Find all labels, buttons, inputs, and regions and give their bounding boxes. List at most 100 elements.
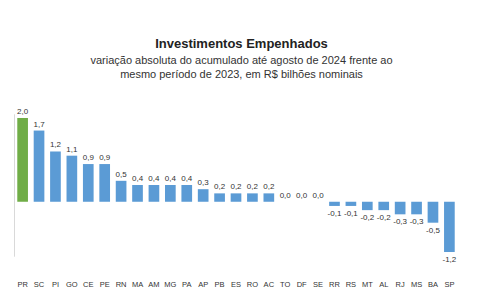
bar bbox=[67, 156, 78, 202]
data-label: 0,4 bbox=[132, 174, 144, 183]
data-label: 0,4 bbox=[165, 174, 177, 183]
x-tick: SC bbox=[34, 278, 45, 289]
bar bbox=[34, 131, 45, 202]
x-tick-label: RN bbox=[116, 280, 127, 289]
x-tick: RO bbox=[247, 278, 258, 289]
x-tick-label: AM bbox=[148, 280, 159, 289]
x-tick-label: SC bbox=[34, 280, 45, 289]
bar bbox=[296, 201, 307, 202]
data-label: 0,0 bbox=[313, 191, 325, 200]
x-tick: SP bbox=[444, 278, 454, 289]
data-label: 0,4 bbox=[148, 174, 160, 183]
data-label: -0,2 bbox=[360, 213, 374, 222]
x-tick: AP bbox=[198, 278, 208, 289]
data-label: -0,3 bbox=[410, 217, 424, 226]
bar bbox=[395, 202, 406, 215]
bar bbox=[411, 202, 422, 215]
x-tick: RN bbox=[116, 278, 127, 289]
data-label: 0,9 bbox=[83, 153, 95, 162]
data-label: -0,5 bbox=[426, 226, 440, 235]
data-label: 0,2 bbox=[263, 182, 275, 191]
bar bbox=[329, 202, 340, 206]
x-tick-label: PE bbox=[100, 280, 110, 289]
x-tick-label: SE bbox=[313, 280, 323, 289]
y-axis-line bbox=[14, 114, 15, 256]
x-tick: RR bbox=[329, 278, 340, 289]
x-tick-label: AC bbox=[264, 280, 275, 289]
bar bbox=[313, 201, 324, 202]
x-tick-label: MG bbox=[164, 280, 176, 289]
x-tick: MA bbox=[132, 278, 143, 289]
data-label: 0,9 bbox=[99, 153, 111, 162]
x-tick-label: DF bbox=[297, 280, 307, 289]
x-tick-label: RR bbox=[329, 280, 340, 289]
data-label: 2,0 bbox=[17, 107, 29, 116]
x-tick: SE bbox=[313, 278, 323, 289]
bar bbox=[198, 189, 209, 202]
x-tick: PE bbox=[100, 278, 110, 289]
x-tick: CE bbox=[83, 278, 93, 289]
bar bbox=[444, 202, 455, 252]
data-label: 1,1 bbox=[66, 145, 78, 154]
x-tick: AC bbox=[264, 278, 275, 289]
x-tick-label: RO bbox=[247, 280, 258, 289]
x-tick: MT bbox=[362, 278, 373, 289]
data-label: -0,1 bbox=[344, 209, 358, 218]
y-axis bbox=[14, 114, 15, 256]
x-tick: GO bbox=[66, 278, 78, 289]
x-tick: PR bbox=[17, 278, 28, 289]
x-tick-label: ES bbox=[231, 280, 241, 289]
x-tick: BA bbox=[428, 278, 438, 289]
bar bbox=[346, 202, 357, 206]
bar bbox=[99, 164, 110, 202]
bar bbox=[378, 202, 389, 210]
bar bbox=[428, 202, 439, 223]
x-tick-label: RJ bbox=[396, 280, 405, 289]
x-tick: PA bbox=[182, 278, 191, 289]
bar bbox=[165, 185, 176, 202]
x-tick-label: SP bbox=[444, 280, 454, 289]
bar bbox=[247, 193, 258, 201]
subtitle: mesmo período de 2023, em R$ bilhões nom… bbox=[120, 68, 363, 80]
x-tick: MG bbox=[164, 278, 176, 289]
x-tick-label: PI bbox=[52, 280, 59, 289]
data-label: 0,2 bbox=[247, 182, 259, 191]
x-tick-label: MA bbox=[132, 280, 143, 289]
x-tick: RJ bbox=[396, 278, 405, 289]
data-label: -0,3 bbox=[393, 217, 407, 226]
data-label: 0,3 bbox=[198, 178, 210, 187]
bars bbox=[17, 118, 454, 252]
chart: Investimentos Empenhadosvariação absolut… bbox=[0, 0, 499, 300]
data-label: 0,0 bbox=[280, 191, 292, 200]
x-tick-label: GO bbox=[66, 280, 78, 289]
bar bbox=[362, 202, 373, 210]
bar bbox=[263, 193, 274, 201]
bar bbox=[116, 181, 127, 202]
x-tick: AM bbox=[148, 278, 159, 289]
data-label: -0,2 bbox=[377, 213, 391, 222]
data-label: 0,5 bbox=[116, 170, 128, 179]
x-tick-label: PA bbox=[182, 280, 191, 289]
x-tick-label: RS bbox=[346, 280, 356, 289]
data-label: -0,1 bbox=[328, 209, 342, 218]
x-tick: AL bbox=[379, 278, 388, 289]
x-tick: RS bbox=[346, 278, 356, 289]
title: Investimentos Empenhados bbox=[155, 36, 328, 51]
bar bbox=[132, 185, 143, 202]
data-label: 1,7 bbox=[33, 120, 45, 129]
x-tick: DF bbox=[297, 278, 307, 289]
x-tick: PI bbox=[52, 278, 59, 289]
bar bbox=[214, 193, 225, 201]
x-tick: ES bbox=[231, 278, 241, 289]
data-label: 0,4 bbox=[181, 174, 193, 183]
x-tick-label: MT bbox=[362, 280, 373, 289]
bar bbox=[83, 164, 94, 202]
x-tick: PB bbox=[215, 278, 225, 289]
x-tick-label: PR bbox=[17, 280, 28, 289]
x-tick-label: BA bbox=[428, 280, 438, 289]
data-label: 0,2 bbox=[214, 182, 226, 191]
bar bbox=[181, 185, 192, 202]
x-tick-label: PB bbox=[215, 280, 225, 289]
bar bbox=[280, 201, 291, 202]
x-tick: MS bbox=[411, 278, 422, 289]
